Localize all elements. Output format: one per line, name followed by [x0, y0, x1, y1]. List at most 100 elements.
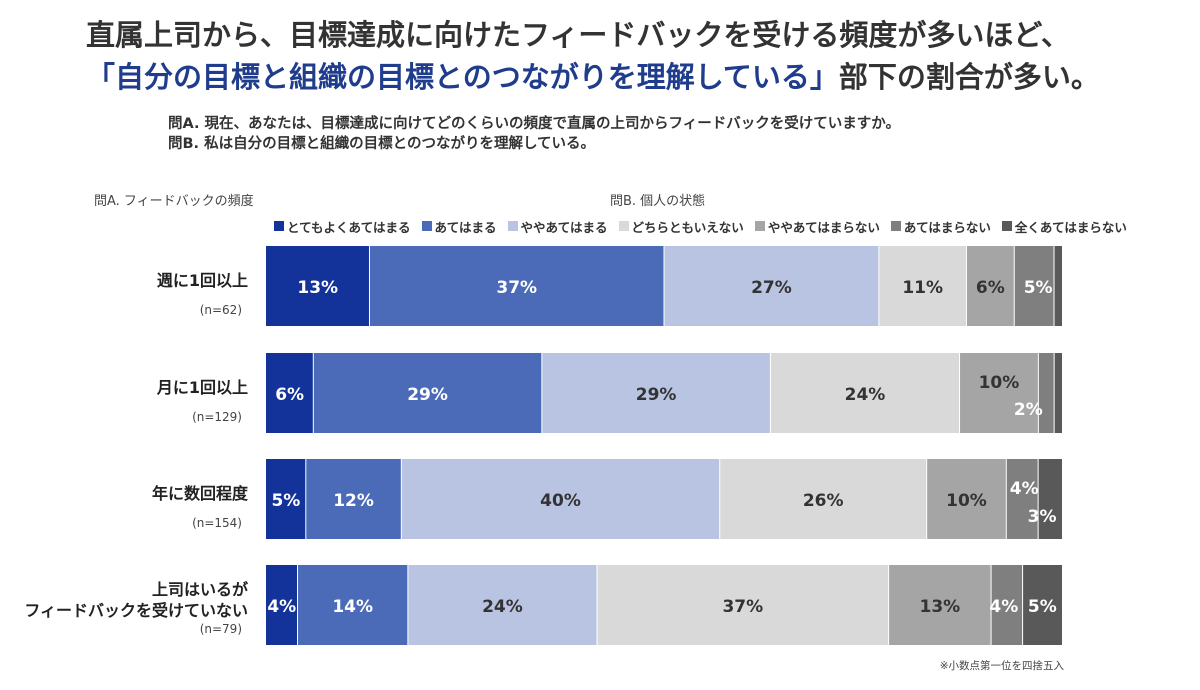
legend-label: ややあてはまらない	[767, 219, 880, 235]
data-label: 29%	[407, 385, 448, 405]
data-label: 12%	[333, 491, 374, 511]
bar-segment	[991, 565, 1023, 645]
bar-segment	[1038, 353, 1055, 433]
legend-label: あてはまらない	[903, 219, 991, 235]
bar-segment	[266, 353, 314, 433]
title-line1: 直属上司から、目標達成に向けたフィードバックを受ける頻度が多いほど、	[86, 18, 1070, 52]
category-n: (n=79)	[199, 622, 242, 636]
category-name: 年に数回程度	[151, 484, 248, 503]
bar-segment	[369, 246, 664, 326]
legend-swatch	[890, 221, 901, 231]
data-label: 4%	[989, 597, 1018, 617]
bar-segment	[305, 459, 402, 539]
legend-item: あてはまる	[421, 217, 497, 236]
legend-label: ややあてはまる	[520, 219, 608, 235]
legend-swatch	[507, 221, 518, 231]
bar-segment	[407, 565, 598, 645]
bar-segment	[926, 459, 1007, 539]
bar-segment	[266, 565, 298, 645]
legend-label: どちらともいえない	[631, 219, 744, 235]
chart-title: 直属上司から、目標達成に向けたフィードバックを受ける頻度が多いほど、 「自分の目…	[86, 14, 1186, 98]
legend-swatch	[754, 221, 765, 231]
data-label: 4%	[267, 597, 296, 617]
data-label: 6%	[275, 385, 304, 405]
bar-segment	[959, 353, 1039, 433]
bar-segment	[1022, 565, 1062, 645]
bar-segment	[266, 459, 306, 539]
legend-swatch	[1001, 221, 1012, 231]
bar-segment	[966, 246, 1015, 326]
bar-segment	[664, 246, 879, 326]
legend-item: ややあてはまらない	[754, 217, 880, 236]
category-label: 上司はいるがフィードバックを受けていない (n=79)	[0, 579, 248, 636]
bar-segment	[401, 459, 720, 539]
data-label: 11%	[902, 278, 943, 298]
legend-swatch	[274, 221, 284, 231]
bar-segment	[1054, 246, 1062, 326]
data-label: 37%	[722, 597, 763, 617]
bar-segment	[878, 246, 967, 326]
category-label: 年に数回程度 (n=154)	[0, 483, 248, 530]
data-label: 2%	[1014, 400, 1043, 420]
legend-item: ややあてはまる	[507, 217, 608, 236]
bar-segment	[313, 353, 542, 433]
legend-item: 全くあてはまらない	[1001, 217, 1127, 236]
title-line2-highlight: 「自分の目標と組織の目標とのつながりを理解している」	[86, 60, 839, 94]
data-label: 27%	[751, 278, 792, 298]
bar-segment	[770, 353, 960, 433]
legend-swatch	[618, 221, 629, 231]
data-label: 40%	[540, 491, 581, 511]
data-label: 5%	[271, 491, 300, 511]
data-label: 6%	[976, 278, 1005, 298]
category-name: 上司はいるが	[151, 580, 248, 599]
bar-segment	[1038, 459, 1062, 539]
data-label: 26%	[803, 491, 844, 511]
legend-swatch	[421, 221, 432, 231]
category-label: 月に1回以上 (n=129)	[0, 377, 248, 424]
data-label: 24%	[845, 385, 886, 405]
category-n: (n=62)	[199, 303, 242, 317]
data-label: 10%	[946, 491, 987, 511]
category-name: 週に1回以上	[156, 271, 248, 290]
category-name: フィードバックを受けていない	[24, 601, 248, 620]
data-label: 13%	[297, 278, 338, 298]
data-label: 29%	[636, 385, 677, 405]
question-block: 問A. 現在、あなたは、目標達成に向けてどのくらいの頻度で直属の上司からフィード…	[168, 114, 900, 154]
data-label: 13%	[919, 597, 960, 617]
footnote: ※小数点第一位を四捨五入	[939, 660, 1064, 672]
data-label: 24%	[482, 597, 523, 617]
bar-segment	[1054, 353, 1062, 433]
legend-item: どちらともいえない	[618, 217, 744, 236]
axis-head-right: 問B. 個人の状態	[610, 194, 706, 209]
data-label: 4%	[1010, 479, 1039, 499]
legend-label: あてはまる	[434, 219, 497, 235]
data-label: 37%	[496, 278, 537, 298]
title-line2-tail: 部下の割合が多い。	[838, 60, 1100, 94]
legend: とてもよくあてはまる あてはまる ややあてはまる どちらともいえない ややあてはまらない…	[274, 216, 1138, 236]
category-n: (n=154)	[192, 516, 242, 530]
data-label: 5%	[1024, 278, 1053, 298]
bar-segment	[888, 565, 992, 645]
legend-item: とてもよくあてはまる	[274, 217, 411, 236]
legend-item: あてはまらない	[890, 217, 991, 236]
bar-segment	[1006, 459, 1039, 539]
title-line2: 「自分の目標と組織の目標とのつながりを理解している」部下の割合が多い。	[86, 56, 1186, 98]
bar-segment	[1014, 246, 1055, 326]
data-label: 10%	[979, 373, 1020, 393]
axis-head-left: 問A. フィードバックの頻度	[94, 194, 254, 209]
bar-segment	[719, 459, 927, 539]
legend-label: とてもよくあてはまる	[287, 219, 411, 235]
bar-segment	[297, 565, 408, 645]
bar-segment	[266, 246, 370, 326]
data-label: 5%	[1028, 597, 1057, 617]
bar-segment	[541, 353, 771, 433]
data-label: 3%	[1028, 507, 1057, 527]
category-n: (n=129)	[192, 410, 242, 424]
question-a: 問A. 現在、あなたは、目標達成に向けてどのくらいの頻度で直属の上司からフィード…	[168, 116, 900, 132]
data-label: 14%	[332, 597, 373, 617]
category-name: 月に1回以上	[156, 378, 248, 397]
legend-label: 全くあてはまらない	[1014, 219, 1127, 235]
bar-segment	[597, 565, 889, 645]
question-b: 問B. 私は自分の目標と組織の目標とのつながりを理解している。	[168, 136, 596, 152]
